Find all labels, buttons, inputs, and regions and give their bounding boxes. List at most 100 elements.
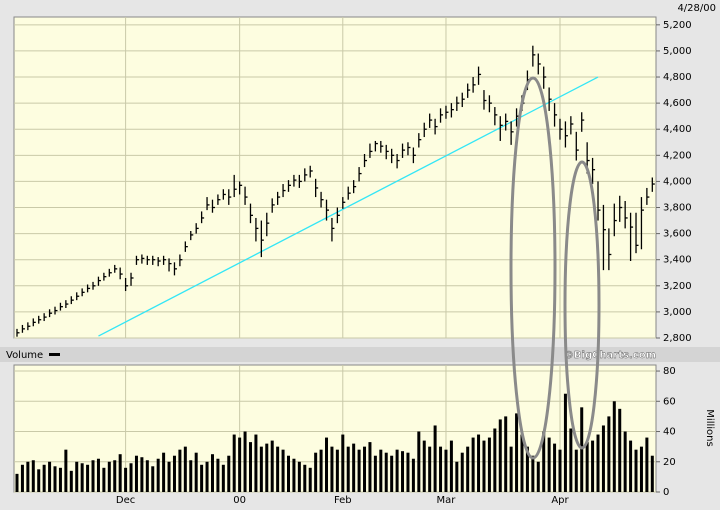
volume-bar <box>325 437 329 492</box>
volume-bar <box>330 446 334 492</box>
volume-bar <box>210 454 214 492</box>
volume-bar <box>254 434 258 492</box>
volume-bar <box>401 451 405 492</box>
volume-bar <box>118 454 122 492</box>
volume-bar <box>91 460 95 492</box>
volume-bar <box>31 460 35 492</box>
volume-bar <box>455 461 459 492</box>
y-tick-label: 4,400 <box>663 124 692 135</box>
y-tick-label: 5,000 <box>663 46 692 57</box>
volume-bar <box>303 464 307 492</box>
volume-bar <box>287 455 290 492</box>
volume-bar <box>357 449 361 492</box>
volume-bar <box>183 446 187 492</box>
volume-bar <box>536 461 540 492</box>
volume-bar <box>281 449 285 492</box>
date-label: 4/28/00 <box>677 3 716 14</box>
volume-bar <box>167 461 171 492</box>
volume-bar <box>634 449 638 492</box>
volume-bar <box>384 452 388 492</box>
y-tick-label: 4,800 <box>663 72 692 83</box>
volume-bar <box>151 466 155 492</box>
volume-bar <box>113 460 117 492</box>
volume-bar <box>498 419 502 492</box>
volume-bar <box>238 437 242 492</box>
volume-bar <box>48 461 52 492</box>
volume-bar <box>373 455 377 492</box>
volume-bar <box>216 458 220 492</box>
volume-bar <box>129 463 133 492</box>
volume-bar <box>80 463 84 492</box>
y-tick-label: 3,200 <box>663 281 692 292</box>
volume-bar <box>629 440 633 492</box>
y-tick-label: 3,800 <box>663 203 692 214</box>
volume-bar <box>547 437 551 492</box>
y-tick-label: 2,800 <box>663 333 692 344</box>
x-tick-label: Apr <box>551 495 569 506</box>
volume-bar <box>509 446 513 492</box>
volume-bar <box>379 449 383 492</box>
volume-bar <box>102 467 106 492</box>
volume-bar <box>248 442 252 492</box>
volume-bar <box>335 449 339 492</box>
annotation-ellipse <box>509 76 557 460</box>
volume-bar <box>487 437 491 492</box>
volume-bar <box>64 449 68 492</box>
volume-bar <box>308 467 312 492</box>
volume-bar <box>145 460 149 492</box>
volume-bar <box>352 443 356 492</box>
volume-bar <box>591 440 595 492</box>
volume-bar <box>531 455 535 492</box>
marks <box>15 45 655 492</box>
volume-bar <box>75 461 79 492</box>
volume-bar <box>319 449 323 492</box>
volume-bar <box>53 466 57 492</box>
volume-bar <box>482 440 486 492</box>
y-tick-label: 3,000 <box>663 307 692 318</box>
volume-bar <box>449 440 453 492</box>
volume-bar <box>363 446 367 492</box>
volume-bar <box>205 461 209 492</box>
volume-bar <box>585 442 589 492</box>
volume-bar <box>515 413 519 492</box>
x-tick-label: 00 <box>233 495 246 506</box>
volume-bar <box>433 425 437 492</box>
volume-bar <box>601 425 605 492</box>
volume-bar <box>156 458 160 492</box>
volume-bar <box>270 440 274 492</box>
volume-bar <box>134 455 138 492</box>
volume-bar <box>86 464 90 492</box>
volume-bar <box>124 467 128 492</box>
y-tick-label: 60 <box>663 396 676 407</box>
volume-bar <box>341 434 345 492</box>
x-tick-label: Mar <box>437 495 457 506</box>
y-tick-label: 4,600 <box>663 98 692 109</box>
volume-bar <box>460 452 464 492</box>
volume-bar <box>26 461 30 492</box>
volume-bar <box>194 452 198 492</box>
volume-bar <box>96 458 100 492</box>
volume-bar <box>650 455 654 492</box>
volume-bar <box>297 461 301 492</box>
annotation-ellipse <box>563 160 601 450</box>
volume-bar <box>623 431 627 492</box>
volume-bar <box>395 449 399 492</box>
y-tick-label: 80 <box>663 366 676 377</box>
volume-bar <box>172 455 176 492</box>
volume-bar <box>221 464 225 492</box>
volume-bar <box>162 452 166 492</box>
volume-bar <box>189 460 193 492</box>
volume-bar <box>422 440 426 492</box>
volume-bar <box>639 446 643 492</box>
volume-bar <box>200 464 204 492</box>
volume-bar <box>493 428 497 492</box>
y-tick-label: 3,600 <box>663 229 692 240</box>
volume-bar <box>140 457 144 492</box>
volume-bar <box>346 446 350 492</box>
y-axis-label: Millions <box>704 409 715 446</box>
volume-bar <box>265 443 269 492</box>
volume-bar <box>411 458 415 492</box>
volume-bar <box>612 401 616 492</box>
volume-bar <box>428 446 432 492</box>
